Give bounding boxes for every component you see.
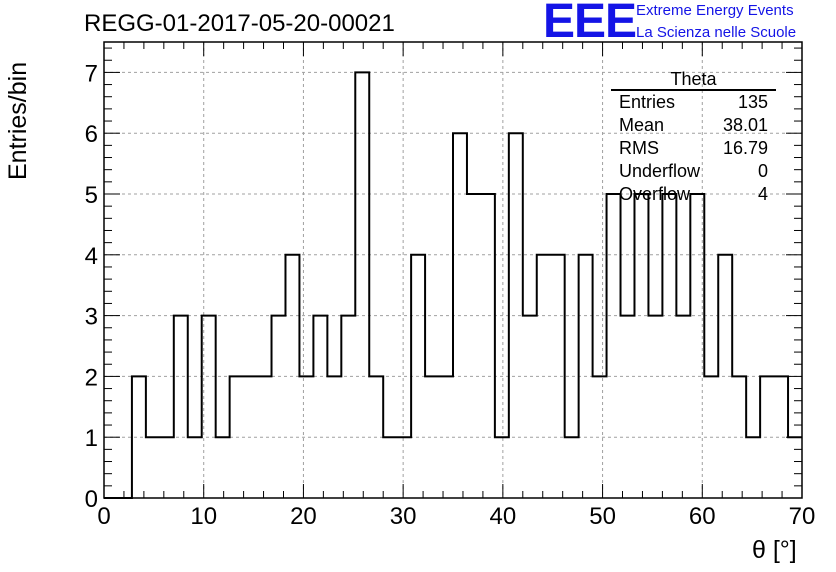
histogram-bin bbox=[579, 255, 593, 498]
histogram-bin bbox=[383, 437, 397, 498]
y-tick-label: 1 bbox=[85, 425, 98, 452]
x-tick-label: 50 bbox=[589, 503, 616, 530]
stats-value: 4 bbox=[757, 184, 768, 204]
histogram-bin bbox=[704, 376, 718, 498]
x-tick-label: 0 bbox=[97, 503, 110, 530]
histogram-bin bbox=[648, 316, 662, 498]
logo-line-2: La Scienza nelle Scuole bbox=[636, 24, 797, 41]
eee-logo-mark: EEE bbox=[543, 0, 637, 48]
histogram-bin bbox=[160, 437, 174, 498]
histogram-bin bbox=[285, 255, 299, 498]
logo-line-1: Extreme Energy Events bbox=[636, 2, 794, 19]
x-axis-label: θ [°] bbox=[752, 536, 797, 564]
y-tick-label: 2 bbox=[85, 364, 98, 391]
histogram-bin bbox=[495, 437, 509, 498]
stats-label: Underflow bbox=[619, 161, 701, 181]
stats-value: 135 bbox=[737, 92, 768, 112]
histogram-bin bbox=[676, 316, 690, 498]
histogram-bin bbox=[230, 376, 244, 498]
stats-value: 0 bbox=[757, 161, 768, 181]
histogram-bin bbox=[244, 376, 258, 498]
chart-title: REGG-01-2017-05-20-00021 bbox=[84, 10, 395, 37]
histogram-series-line bbox=[104, 71, 802, 499]
stats-label: Overflow bbox=[619, 184, 691, 204]
stats-box-title: Theta bbox=[611, 69, 776, 91]
histogram-bin bbox=[467, 194, 481, 498]
stats-label: RMS bbox=[619, 138, 659, 158]
stats-row-rms: RMS 16.79 bbox=[611, 137, 776, 160]
histogram-bin bbox=[537, 255, 551, 498]
histogram-bin bbox=[746, 437, 760, 498]
histogram-bin bbox=[523, 316, 537, 498]
x-tick-label: 20 bbox=[290, 503, 317, 530]
stats-row-entries: Entries 135 bbox=[611, 91, 776, 114]
histogram-bin bbox=[258, 376, 272, 498]
histogram-bin bbox=[439, 376, 453, 498]
y-tick-label: 3 bbox=[85, 304, 98, 331]
x-tick-label: 40 bbox=[490, 503, 517, 530]
histogram-bin bbox=[216, 437, 230, 498]
stats-row-overflow: Overflow 4 bbox=[611, 183, 776, 206]
stats-row-mean: Mean 38.01 bbox=[611, 114, 776, 137]
histogram-bin bbox=[341, 316, 355, 498]
histogram-bin bbox=[690, 194, 704, 498]
histogram-bin bbox=[313, 316, 327, 498]
y-tick-label: 6 bbox=[85, 121, 98, 148]
stats-value: 16.79 bbox=[722, 138, 768, 158]
y-tick-label: 5 bbox=[85, 182, 98, 209]
x-tick-label: 60 bbox=[689, 503, 716, 530]
histogram-bin bbox=[634, 194, 648, 498]
stats-value: 38.01 bbox=[722, 115, 768, 135]
histogram-bin bbox=[565, 437, 579, 498]
x-tick-label: 10 bbox=[190, 503, 217, 530]
histogram-bin bbox=[299, 376, 313, 498]
histogram-bin bbox=[662, 194, 676, 498]
histogram-bin bbox=[132, 376, 146, 498]
plot-frame bbox=[103, 41, 803, 499]
histogram-bin bbox=[760, 376, 774, 498]
histogram-bin bbox=[397, 437, 411, 498]
histogram-bin bbox=[593, 376, 607, 498]
x-tick-label: 30 bbox=[390, 503, 417, 530]
histogram-bin bbox=[174, 316, 188, 498]
stats-box: Theta Entries 135 Mean 38.01 RMS 16.79 U… bbox=[611, 69, 776, 206]
stats-label: Mean bbox=[619, 115, 665, 135]
stats-label: Entries bbox=[619, 92, 676, 112]
y-tick-label: 4 bbox=[85, 243, 98, 270]
histogram-bin bbox=[509, 133, 523, 498]
histogram-bin bbox=[202, 316, 216, 498]
histogram-bin bbox=[355, 72, 369, 498]
histogram-bin bbox=[327, 376, 341, 498]
histogram-bin bbox=[732, 376, 746, 498]
histogram-bin bbox=[272, 316, 286, 498]
y-axis-label: Entries/bin bbox=[4, 61, 32, 180]
histogram-bin bbox=[774, 376, 788, 498]
y-tick-label: 7 bbox=[85, 60, 98, 87]
histogram-bin bbox=[411, 255, 425, 498]
histogram-bin bbox=[788, 437, 802, 498]
histogram-bin bbox=[621, 316, 635, 498]
histogram-bin bbox=[369, 376, 383, 498]
histogram-bin bbox=[453, 133, 467, 498]
histogram-bin bbox=[551, 255, 565, 498]
histogram-bin bbox=[146, 437, 160, 498]
histogram-bin bbox=[718, 255, 732, 498]
y-tick-label: 0 bbox=[85, 486, 98, 513]
stats-row-underflow: Underflow 0 bbox=[611, 160, 776, 183]
histogram-bin bbox=[607, 194, 621, 498]
histogram-bin bbox=[425, 376, 439, 498]
histogram-bin bbox=[481, 194, 495, 498]
histogram-bin bbox=[188, 437, 202, 498]
x-tick-label: 70 bbox=[789, 503, 816, 530]
